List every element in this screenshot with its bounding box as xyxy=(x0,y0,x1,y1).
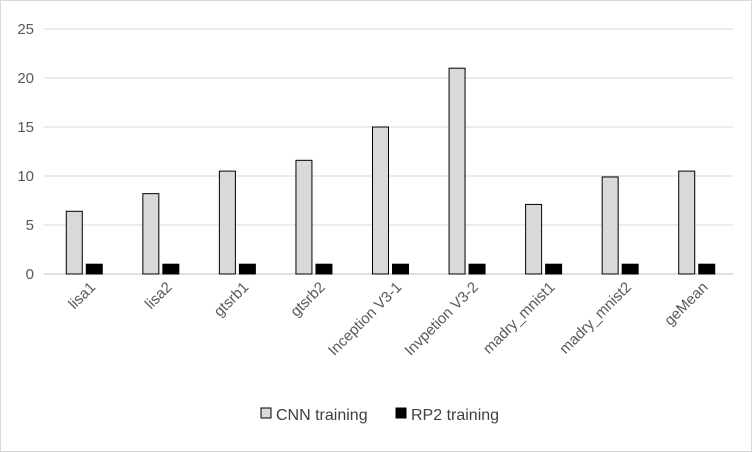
x-category-label: madry_mnist1 xyxy=(480,279,559,358)
x-category-label: Invpetion V3-2 xyxy=(401,279,481,359)
bar-rp2-training xyxy=(621,263,639,275)
x-category-label: lisa2 xyxy=(142,279,176,313)
bar-rp2-training xyxy=(392,263,409,275)
bar-rp2-training xyxy=(545,263,563,275)
bar-rp2-training xyxy=(162,263,180,275)
bar-rp2-training xyxy=(85,263,103,275)
x-category-label: gtsrb2 xyxy=(287,279,329,321)
x-category-label: Inception V3-1 xyxy=(325,279,405,359)
bar-cnn-training xyxy=(142,193,160,275)
bar-cnn-training xyxy=(65,210,83,275)
bar-cnn-training xyxy=(218,170,236,275)
bar-cnn-training xyxy=(601,176,619,275)
y-tick-label: 25 xyxy=(17,21,34,38)
y-tick-label: 15 xyxy=(17,119,34,136)
x-category-label: gtsrb1 xyxy=(211,279,253,321)
bar-rp2-training xyxy=(238,263,256,275)
y-tick-label: 10 xyxy=(17,168,34,185)
y-tick-label: 5 xyxy=(26,217,34,234)
legend-swatch-cnn-training xyxy=(260,407,272,419)
legend-label-rp2-training: RP2 training xyxy=(411,407,499,424)
y-tick-label: 0 xyxy=(26,266,34,283)
legend-swatch-rp2-training xyxy=(395,407,407,419)
bar-rp2-training xyxy=(315,263,333,275)
bar-rp2-training xyxy=(698,263,716,275)
bar-cnn-training xyxy=(678,170,696,275)
bar-cnn-training xyxy=(448,67,466,275)
bar-cnn-training xyxy=(372,126,389,275)
legend-label-cnn-training: CNN training xyxy=(276,407,368,424)
bar-cnn-training xyxy=(525,203,543,275)
bar-rp2-training xyxy=(468,263,486,275)
x-category-label: geMean xyxy=(661,279,711,329)
bar-cnn-training xyxy=(295,159,313,275)
y-tick-label: 20 xyxy=(17,70,34,87)
x-category-label: lisa1 xyxy=(65,279,99,313)
x-category-label: madry_mnist2 xyxy=(556,279,635,358)
